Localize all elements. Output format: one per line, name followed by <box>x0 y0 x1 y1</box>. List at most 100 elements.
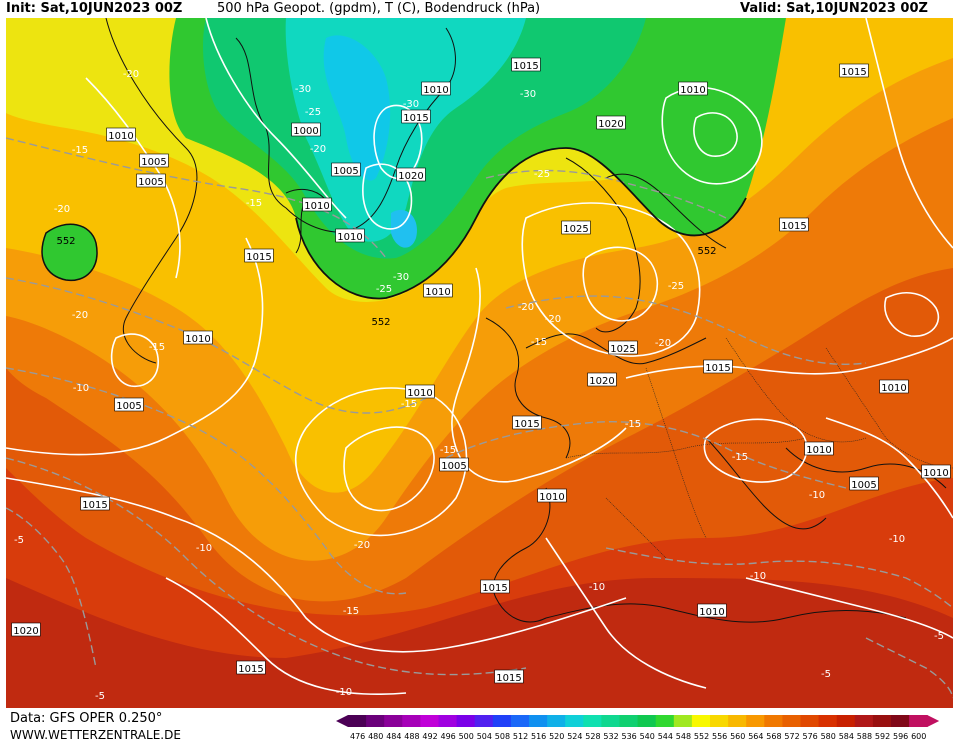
legend-value: 552 <box>694 732 709 741</box>
pressure-label: 1010 <box>302 197 332 212</box>
svg-text:1020: 1020 <box>398 171 423 182</box>
legend-swatch <box>583 715 602 727</box>
legend-value: 588 <box>857 732 872 741</box>
pressure-label: 1015 <box>512 415 542 430</box>
legend-value: 512 <box>513 732 528 741</box>
contour-552 <box>295 147 747 300</box>
svg-text:1005: 1005 <box>138 177 163 188</box>
svg-text:-5: -5 <box>934 631 944 642</box>
pressure-label: 1010 <box>921 464 951 479</box>
legend-swatch <box>872 715 892 727</box>
valid-time: Valid: Sat,10JUN2023 00Z <box>740 1 928 16</box>
legend-swatch <box>492 715 512 727</box>
svg-text:-20: -20 <box>518 302 534 313</box>
legend-value: 584 <box>839 732 854 741</box>
legend-value: 544 <box>658 732 673 741</box>
svg-text:1010: 1010 <box>680 85 705 96</box>
temperature-label: -30 <box>403 99 419 110</box>
pressure-label: 1005 <box>331 162 361 177</box>
website-credit: WWW.WETTERZENTRALE.DE <box>10 728 181 742</box>
legend-swatch <box>818 715 838 727</box>
legend-swatch <box>746 715 765 727</box>
svg-text:-15: -15 <box>531 337 547 348</box>
svg-text:-10: -10 <box>750 571 766 582</box>
pressure-label: 1000 <box>291 122 321 137</box>
svg-text:-25: -25 <box>668 281 684 292</box>
svg-text:1020: 1020 <box>598 119 623 130</box>
temperature-label: -5 <box>821 669 831 680</box>
temperature-label: -10 <box>196 543 212 554</box>
legend-value: 532 <box>603 732 618 741</box>
pressure-label: 1010 <box>697 603 727 618</box>
svg-text:-25: -25 <box>376 284 392 295</box>
svg-text:1005: 1005 <box>851 480 876 491</box>
svg-text:1015: 1015 <box>841 67 866 78</box>
pressure-label: 1015 <box>480 579 510 594</box>
legend-value: 504 <box>477 732 492 741</box>
svg-text:1010: 1010 <box>108 131 133 142</box>
legend-swatch <box>710 715 729 727</box>
temperature-label: -15 <box>440 445 456 456</box>
legend-swatch <box>456 715 476 727</box>
geopotential-labels: 552 552 552 <box>56 236 716 328</box>
legend-value: 564 <box>748 732 763 741</box>
svg-text:-30: -30 <box>520 89 536 100</box>
legend-swatch <box>673 715 693 727</box>
svg-text:-15: -15 <box>732 452 748 463</box>
legend-value: 524 <box>567 732 582 741</box>
weather-map[interactable]: 1015 1010 1015 1010 1020 1015 1010 1005 1005 1000… <box>6 18 953 708</box>
svg-text:1015: 1015 <box>781 221 806 232</box>
temperature-label: -30 <box>520 89 536 100</box>
svg-text:-5: -5 <box>95 691 105 702</box>
pressure-label: 1015 <box>236 660 266 675</box>
temperature-label: -10 <box>336 687 352 698</box>
legend-value: 508 <box>495 732 510 741</box>
svg-text:1015: 1015 <box>705 363 730 374</box>
svg-text:552: 552 <box>697 246 716 257</box>
contour-552-labrador <box>41 223 98 282</box>
pressure-label: 1015 <box>401 109 431 124</box>
svg-text:-10: -10 <box>196 543 212 554</box>
legend-value: 596 <box>893 732 908 741</box>
pressure-label: 1015 <box>511 57 541 72</box>
svg-text:1010: 1010 <box>185 334 210 345</box>
legend-swatch <box>891 715 910 727</box>
temperature-label: -10 <box>73 383 89 394</box>
pressure-label: 1005 <box>136 173 166 188</box>
svg-text:-25: -25 <box>534 169 550 180</box>
svg-text:1010: 1010 <box>337 232 362 243</box>
pressure-label: 1015 <box>839 63 869 78</box>
legend-value: 520 <box>549 732 564 741</box>
svg-text:1005: 1005 <box>116 401 141 412</box>
data-source: Data: GFS OPER 0.250° <box>10 711 163 726</box>
svg-text:1015: 1015 <box>246 252 271 263</box>
temperature-label: -5 <box>95 691 105 702</box>
geopotential-label: 552 <box>56 236 75 247</box>
pressure-label: 1010 <box>106 127 136 142</box>
svg-text:-30: -30 <box>393 272 409 283</box>
legend-swatch <box>619 715 639 727</box>
legend-swatch <box>909 715 928 727</box>
svg-text:1015: 1015 <box>238 664 263 675</box>
map-footer: Data: GFS OPER 0.250° WWW.WETTERZENTRALE… <box>0 708 959 742</box>
svg-text:-20: -20 <box>655 338 671 349</box>
svg-text:-20: -20 <box>72 310 88 321</box>
legend-value: 600 <box>911 732 926 741</box>
temperature-label: -15 <box>401 399 417 410</box>
svg-text:1010: 1010 <box>423 85 448 96</box>
svg-text:1005: 1005 <box>441 461 466 472</box>
temperature-label: -20 <box>354 540 370 551</box>
legend-value: 568 <box>766 732 781 741</box>
legend-value: 500 <box>459 732 474 741</box>
trough-core <box>391 209 417 248</box>
legend-swatch <box>366 715 385 727</box>
svg-text:552: 552 <box>56 236 75 247</box>
svg-text:1015: 1015 <box>403 113 428 124</box>
legend-swatch <box>474 715 494 727</box>
color-legend: 476 480 484 488 492 496 500 504 508 512 516 520 524 5… <box>336 715 940 741</box>
svg-text:1010: 1010 <box>539 492 564 503</box>
legend-value: 592 <box>875 732 890 741</box>
isobars <box>6 18 953 696</box>
temperature-label: -15 <box>732 452 748 463</box>
svg-text:1010: 1010 <box>699 607 724 618</box>
